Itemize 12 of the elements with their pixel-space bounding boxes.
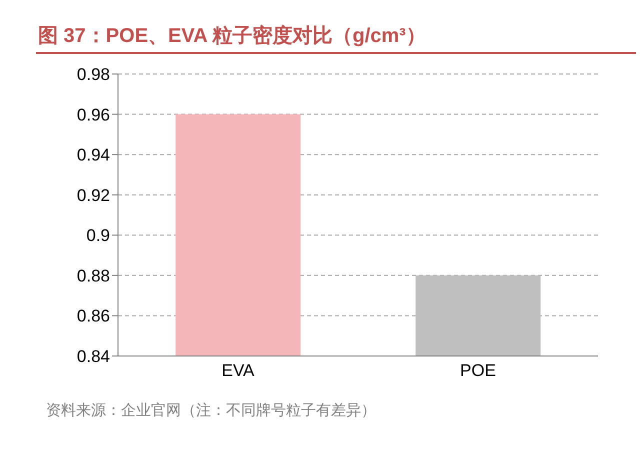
text: 资料来源：企业官网（注：不同牌号粒子有差异） [46, 401, 376, 420]
y-tick-label: 0.92 [76, 186, 110, 205]
y-tick-label: 0.86 [76, 306, 110, 326]
y-tick-label: 0.96 [76, 105, 110, 124]
y-tick-label: 0.94 [76, 146, 110, 165]
chart-title: 图 37：POE、EVA 粒子密度对比（g/cm³） [38, 24, 426, 49]
y-tick-label: 0.88 [76, 266, 110, 286]
y-tick-label: 0.98 [76, 65, 110, 84]
y-tick-label: 0.84 [76, 347, 110, 366]
y-tick-label: 0.9 [86, 226, 110, 246]
x-tick-label: POE [460, 361, 496, 380]
x-tick-label: EVA [222, 361, 256, 380]
